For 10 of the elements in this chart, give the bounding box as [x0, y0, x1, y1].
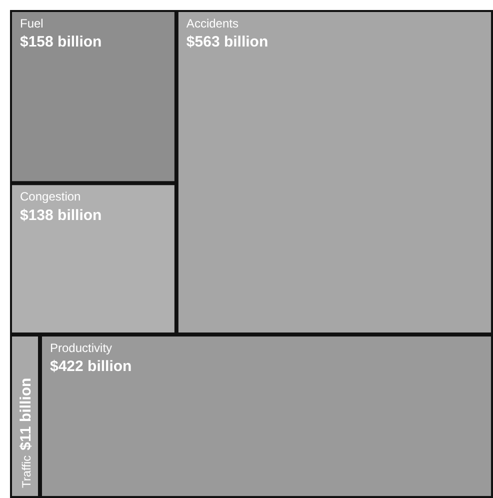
category-label: Fuel — [20, 16, 44, 30]
data-label: $422 billion — [50, 358, 132, 376]
category-label: Productivity — [50, 340, 112, 355]
data-label: $158 billion — [20, 34, 102, 51]
data-label: $138 billion — [20, 206, 102, 224]
data-label: $563 billion — [186, 34, 268, 51]
category-label: Traffic — [19, 455, 34, 488]
data-label: $11 billion — [18, 378, 35, 450]
category-label: Congestion — [20, 190, 81, 204]
category-label: Accidents — [186, 16, 238, 30]
